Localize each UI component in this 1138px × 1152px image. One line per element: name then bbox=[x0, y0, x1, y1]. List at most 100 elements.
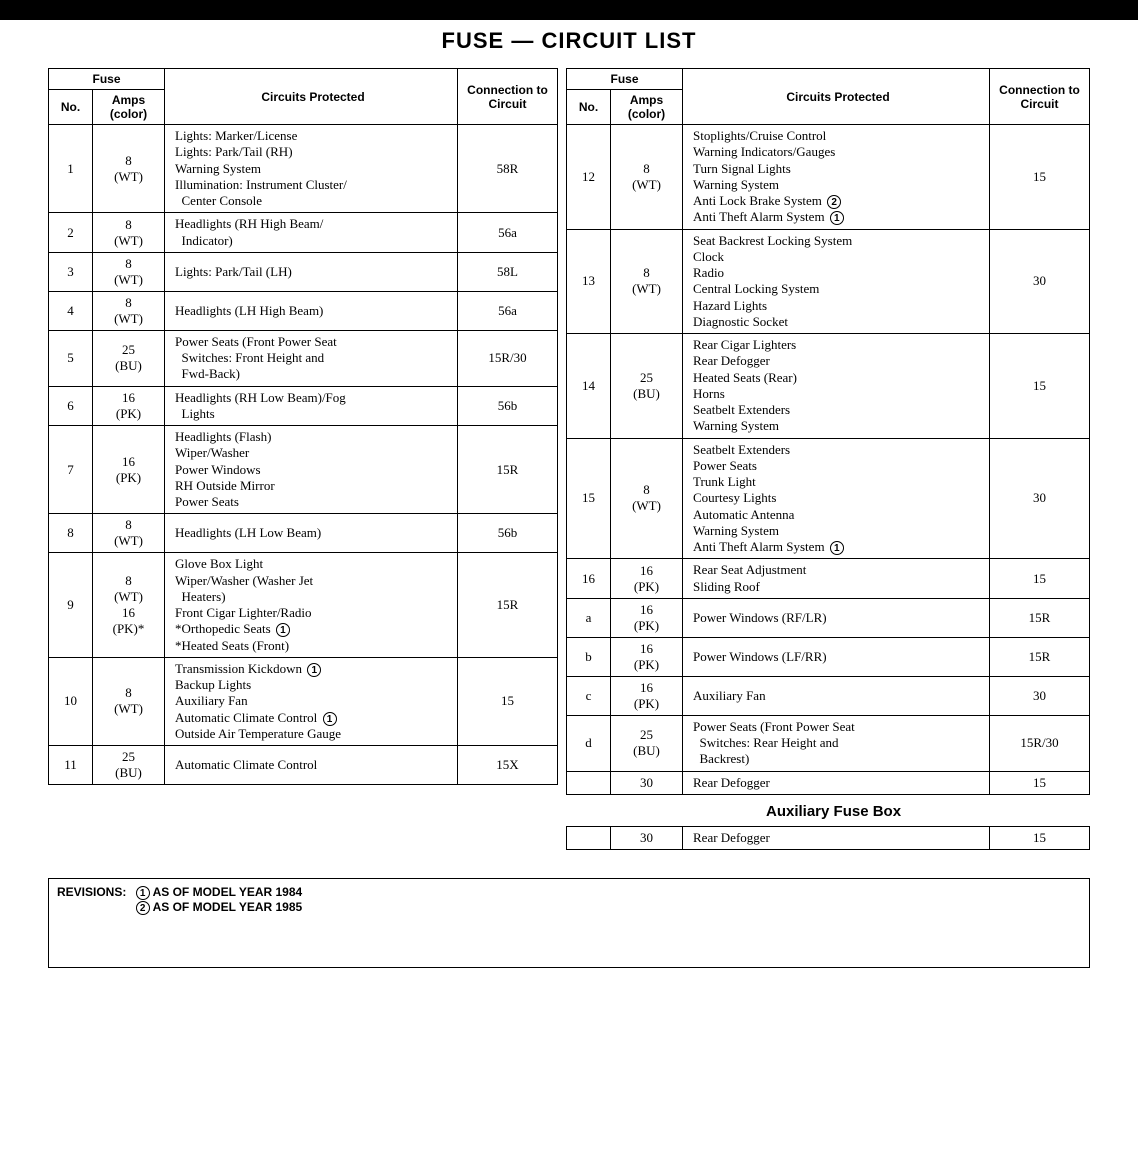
cell-no: d bbox=[567, 715, 611, 771]
amp-line: 8 bbox=[99, 217, 158, 233]
top-black-bar bbox=[0, 0, 1138, 20]
cell-circuits: Power Windows (LF/RR) bbox=[683, 637, 990, 676]
cell-connection: 56b bbox=[458, 386, 558, 426]
circuit-line: Seatbelt Extenders bbox=[693, 402, 983, 418]
cell-circuits: Rear Defogger bbox=[683, 826, 990, 849]
cell-connection: 30 bbox=[990, 676, 1090, 715]
circuit-line: Power Windows (RF/LR) bbox=[693, 610, 983, 626]
cell-no: 9 bbox=[49, 553, 93, 658]
cell-connection: 15R/30 bbox=[990, 715, 1090, 771]
cell-amps: 8(WT) bbox=[611, 438, 683, 559]
cell-no: 2 bbox=[49, 213, 93, 253]
circuit-line: Warning System bbox=[175, 161, 451, 177]
cell-connection: 15 bbox=[458, 657, 558, 745]
cell-circuits: Power Seats (Front Power Seat Switches: … bbox=[683, 715, 990, 771]
cell-amps: 8(WT) bbox=[611, 125, 683, 230]
amp-line: 8 bbox=[99, 573, 158, 589]
table-row: 30Rear Defogger15 bbox=[567, 826, 1090, 849]
cell-no: 7 bbox=[49, 426, 93, 514]
cell-amps: 30 bbox=[611, 826, 683, 849]
cell-no: 11 bbox=[49, 746, 93, 785]
cell-amps: 8(WT) bbox=[93, 291, 165, 330]
hdr-conn: Connection to Circuit bbox=[458, 69, 558, 125]
hdr-amps: Amps (color) bbox=[93, 90, 165, 125]
cell-amps: 8(WT) bbox=[93, 213, 165, 253]
cell-circuits: Headlights (LH Low Beam) bbox=[165, 514, 458, 553]
circuit-line: Warning System bbox=[693, 523, 983, 539]
amp-line: 16 bbox=[99, 390, 158, 406]
table-row: a16(PK)Power Windows (RF/LR)15R bbox=[567, 598, 1090, 637]
amp-line: (PK) bbox=[617, 618, 676, 634]
hdr-conn-r: Connection to Circuit bbox=[990, 69, 1090, 125]
amp-line: 8 bbox=[617, 265, 676, 281]
cell-no: 10 bbox=[49, 657, 93, 745]
cell-no: 5 bbox=[49, 330, 93, 386]
cell-circuits: Lights: Park/Tail (LH) bbox=[165, 252, 458, 291]
cell-amps: 30 bbox=[611, 771, 683, 794]
revisions-lines: 1 AS OF MODEL YEAR 19842 AS OF MODEL YEA… bbox=[134, 885, 303, 915]
circuit-line: Transmission Kickdown 1 bbox=[175, 661, 451, 677]
amp-line: 16 bbox=[617, 680, 676, 696]
cell-amps: 25(BU) bbox=[611, 715, 683, 771]
circuit-line: Center Console bbox=[175, 193, 451, 209]
hdr-no: No. bbox=[49, 90, 93, 125]
cell-circuits: Auxiliary Fan bbox=[683, 676, 990, 715]
circuit-line: Backrest) bbox=[693, 751, 983, 767]
circuit-line: Anti Theft Alarm System 1 bbox=[693, 539, 983, 555]
amp-line: 8 bbox=[617, 482, 676, 498]
cell-amps: 8(WT) bbox=[93, 125, 165, 213]
amp-line: (PK) bbox=[99, 470, 158, 486]
circuit-line: Hazard Lights bbox=[693, 298, 983, 314]
circuit-line: Seatbelt Extenders bbox=[693, 442, 983, 458]
table-row: 158(WT)Seatbelt ExtendersPower SeatsTrun… bbox=[567, 438, 1090, 559]
amp-line: (WT) bbox=[99, 311, 158, 327]
circuit-line: Warning System bbox=[693, 177, 983, 193]
cell-connection: 30 bbox=[990, 229, 1090, 334]
cell-connection: 56a bbox=[458, 213, 558, 253]
amp-line: (PK)* bbox=[99, 621, 158, 637]
cell-no: 1 bbox=[49, 125, 93, 213]
amp-line: (PK) bbox=[99, 406, 158, 422]
hdr-fuse-r: Fuse bbox=[567, 69, 683, 90]
circuit-line: Automatic Climate Control 1 bbox=[175, 710, 451, 726]
circuit-line: Headlights (LH High Beam) bbox=[175, 303, 451, 319]
cell-amps: 16(PK) bbox=[93, 426, 165, 514]
amp-line: 8 bbox=[99, 517, 158, 533]
circuit-line: *Heated Seats (Front) bbox=[175, 638, 451, 654]
revisions-label: REVISIONS: bbox=[57, 885, 126, 899]
fuse-table-right: Fuse Circuits Protected Connection to Ci… bbox=[566, 68, 1090, 795]
cell-connection: 15R/30 bbox=[458, 330, 558, 386]
cell-no: 3 bbox=[49, 252, 93, 291]
circuit-line: Rear Defogger bbox=[693, 775, 983, 791]
table-row: 525(BU)Power Seats (Front Power Seat Swi… bbox=[49, 330, 558, 386]
table-row: d25(BU)Power Seats (Front Power Seat Swi… bbox=[567, 715, 1090, 771]
cell-amps: 16(PK) bbox=[93, 386, 165, 426]
cell-amps: 16(PK) bbox=[611, 637, 683, 676]
table-row: 30 Rear Defogger 15 bbox=[567, 771, 1090, 794]
cell-connection: 15 bbox=[990, 771, 1090, 794]
cell-circuits: Headlights (RH High Beam/ Indicator) bbox=[165, 213, 458, 253]
cell-amps: 8(WT) bbox=[611, 229, 683, 334]
cell-amps: 16(PK) bbox=[611, 676, 683, 715]
table-row: b16(PK)Power Windows (LF/RR)15R bbox=[567, 637, 1090, 676]
circuit-line: Wiper/Washer bbox=[175, 445, 451, 461]
amp-line: 8 bbox=[99, 153, 158, 169]
circuit-line: Headlights (RH High Beam/ bbox=[175, 216, 451, 232]
amp-line: (WT) bbox=[617, 281, 676, 297]
cell-no: 6 bbox=[49, 386, 93, 426]
table-row: 716(PK)Headlights (Flash)Wiper/WasherPow… bbox=[49, 426, 558, 514]
amp-line: 25 bbox=[617, 370, 676, 386]
circuit-line: Power Seats (Front Power Seat bbox=[693, 719, 983, 735]
circuit-line: Warning System bbox=[693, 418, 983, 434]
cell-circuits: Automatic Climate Control bbox=[165, 746, 458, 785]
circuit-line: Rear Defogger bbox=[693, 830, 983, 846]
amp-line: 8 bbox=[99, 685, 158, 701]
cell-amps: 8(WT) bbox=[93, 657, 165, 745]
cell-circuits: Lights: Marker/LicenseLights: Park/Tail … bbox=[165, 125, 458, 213]
circuit-line: Rear Defogger bbox=[693, 353, 983, 369]
cell-amps: 16(PK) bbox=[611, 598, 683, 637]
circuit-line: Front Cigar Lighter/Radio bbox=[175, 605, 451, 621]
cell-no: 8 bbox=[49, 514, 93, 553]
amp-line: 25 bbox=[617, 727, 676, 743]
table-row: c16(PK)Auxiliary Fan30 bbox=[567, 676, 1090, 715]
